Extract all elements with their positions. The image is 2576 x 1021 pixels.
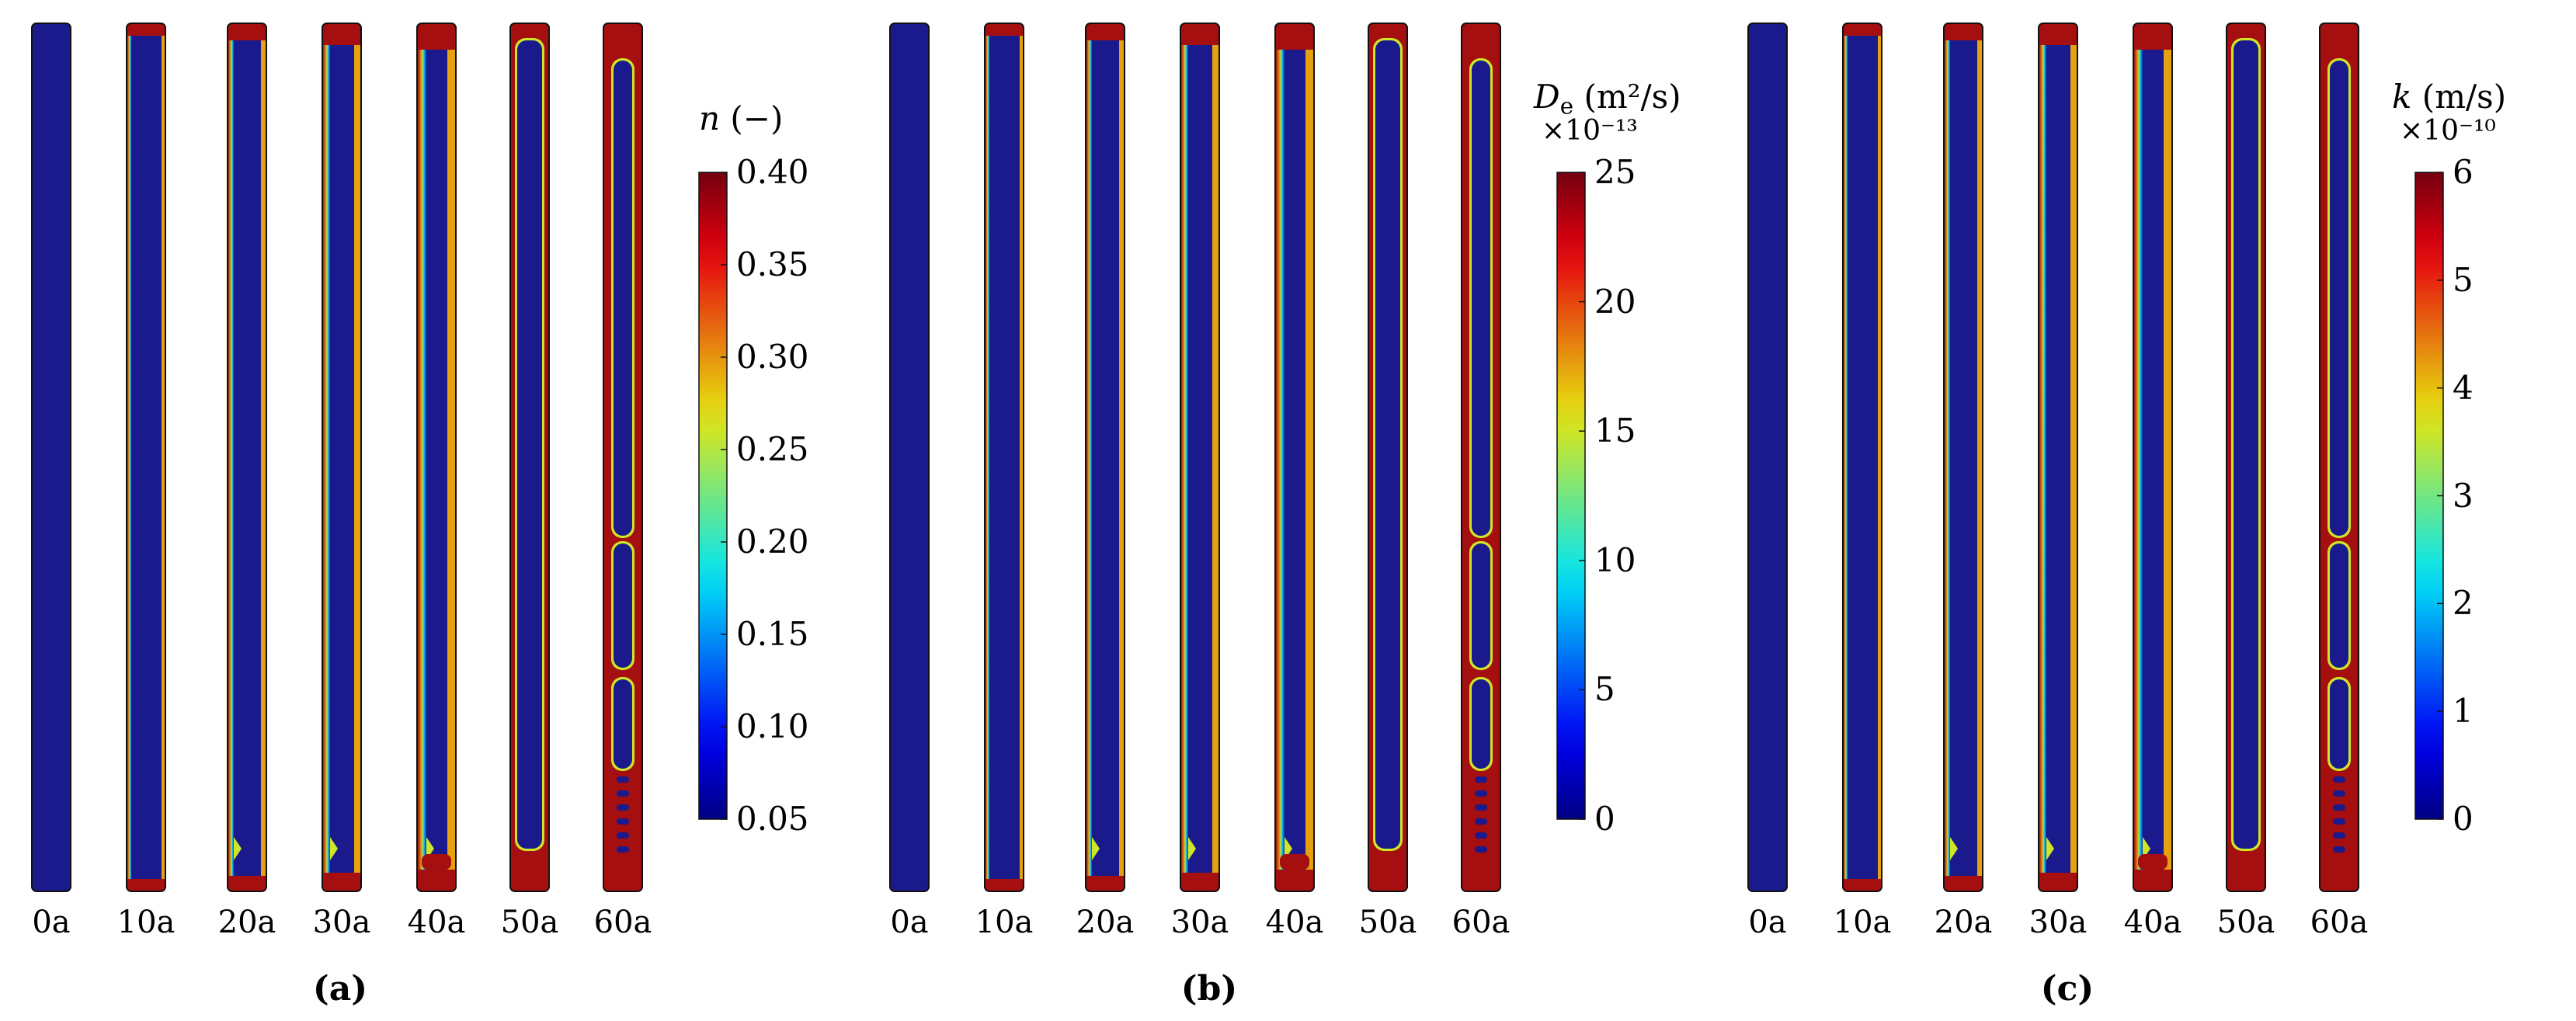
sample-column-20a bbox=[1085, 23, 1125, 892]
time-label-10a: 10a bbox=[975, 905, 1034, 940]
colorbar-c-tick-label: 4 bbox=[2453, 368, 2473, 407]
colorbar-c-tick-label: 6 bbox=[2453, 153, 2473, 191]
colorbar-a-tick-label: 0.40 bbox=[736, 153, 809, 191]
sample-column-20a bbox=[1943, 23, 1983, 892]
colorbar-b-title: De (m²/s) bbox=[1534, 78, 1681, 120]
time-label-20a: 20a bbox=[1076, 905, 1135, 940]
colorbar-b-tick-label: 20 bbox=[1594, 282, 1636, 321]
time-label-0a: 0a bbox=[890, 905, 929, 940]
colorbar-c-tick-label: 3 bbox=[2453, 476, 2473, 515]
panel-label-b: (b) bbox=[1180, 969, 1238, 1009]
sample-column-40a bbox=[2133, 23, 2173, 892]
sample-column-60a bbox=[2319, 23, 2359, 892]
time-label-30a: 30a bbox=[1170, 905, 1229, 940]
time-label-60a: 60a bbox=[2310, 905, 2369, 940]
colorbar-c-tick-label: 0 bbox=[2453, 800, 2473, 838]
time-label-30a: 30a bbox=[2028, 905, 2088, 940]
panel-a-plot bbox=[31, 23, 728, 892]
colorbar-c-exponent: ×10⁻¹⁰ bbox=[2400, 115, 2496, 147]
sample-column-0a bbox=[1747, 23, 1788, 892]
colorbar-b-exponent: ×10⁻¹³ bbox=[1542, 115, 1638, 147]
time-label-10a: 10a bbox=[1833, 905, 1892, 940]
sample-column-20a bbox=[227, 23, 267, 892]
sample-column-30a bbox=[2038, 23, 2078, 892]
colorbar-c-title: k (m/s) bbox=[2392, 78, 2507, 116]
panel-b-plot bbox=[889, 23, 1586, 892]
panel-label-c: (c) bbox=[2040, 969, 2095, 1009]
colorbar-a-tick-label: 0.25 bbox=[736, 430, 809, 468]
time-label-10a: 10a bbox=[116, 905, 176, 940]
panel-b: 25 20 15 10 5 0 De (m²/s) ×10⁻¹³ 0a 10a 20a 30a 40a 5… bbox=[858, 0, 1716, 1021]
colorbar-a-tick-label: 0.30 bbox=[736, 338, 809, 376]
colorbar-b-tick-label: 15 bbox=[1594, 412, 1636, 450]
colorbar-c-tick-label: 5 bbox=[2453, 260, 2473, 299]
colorbar-c-tick-label: 2 bbox=[2453, 584, 2473, 623]
colorbar-b bbox=[1556, 172, 1586, 820]
panel-c: 6 5 4 3 2 1 0 k (m/s) ×10⁻¹⁰ 0a 10a 20a 30a 40a 50a 60a… bbox=[1716, 0, 2576, 1021]
time-label-0a: 0a bbox=[32, 905, 71, 940]
panel-a: 0.40 0.35 0.30 0.25 0.20 0.15 0.10 0.05 n (−) 0a 1… bbox=[0, 0, 858, 1021]
colorbar-b-tick-label: 25 bbox=[1594, 153, 1636, 191]
sample-column-10a bbox=[126, 23, 166, 892]
time-label-60a: 60a bbox=[1451, 905, 1510, 940]
time-label-60a: 60a bbox=[593, 905, 652, 940]
sample-column-50a bbox=[2226, 23, 2266, 892]
time-label-50a: 50a bbox=[500, 905, 559, 940]
sample-column-10a bbox=[1842, 23, 1882, 892]
time-label-0a: 0a bbox=[1748, 905, 1787, 940]
sample-column-0a bbox=[31, 23, 71, 892]
sample-column-60a bbox=[1461, 23, 1501, 892]
sample-column-50a bbox=[509, 23, 550, 892]
time-label-40a: 40a bbox=[1265, 905, 1324, 940]
colorbar-a-title: n (−) bbox=[699, 99, 784, 137]
time-label-40a: 40a bbox=[2123, 905, 2182, 940]
colorbar-a-tick-label: 0.10 bbox=[736, 707, 809, 745]
panel-label-a: (a) bbox=[312, 969, 368, 1009]
time-label-30a: 30a bbox=[312, 905, 371, 940]
sample-column-10a bbox=[984, 23, 1024, 892]
sample-column-50a bbox=[1368, 23, 1408, 892]
sample-column-0a bbox=[889, 23, 930, 892]
sample-column-30a bbox=[1180, 23, 1220, 892]
panel-c-plot bbox=[1747, 23, 2444, 892]
time-label-20a: 20a bbox=[217, 905, 276, 940]
time-label-40a: 40a bbox=[407, 905, 466, 940]
colorbar-b-tick-label: 0 bbox=[1594, 800, 1615, 838]
colorbar-a-tick-label: 0.05 bbox=[736, 800, 809, 838]
colorbar-a-tick-label: 0.20 bbox=[736, 523, 809, 561]
sample-column-40a bbox=[1274, 23, 1315, 892]
colorbar-b-tick-label: 10 bbox=[1594, 540, 1636, 579]
colorbar-a-tick-label: 0.35 bbox=[736, 245, 809, 283]
time-label-50a: 50a bbox=[1358, 905, 1417, 940]
sample-column-40a bbox=[416, 23, 457, 892]
colorbar-a bbox=[698, 172, 728, 820]
time-label-50a: 50a bbox=[2216, 905, 2275, 940]
time-label-20a: 20a bbox=[1934, 905, 1993, 940]
sample-column-30a bbox=[322, 23, 362, 892]
colorbar-b-tick-label: 5 bbox=[1594, 670, 1615, 709]
sample-column-60a bbox=[603, 23, 643, 892]
colorbar-c-tick-label: 1 bbox=[2453, 692, 2473, 731]
colorbar-a-tick-label: 0.15 bbox=[736, 615, 809, 653]
